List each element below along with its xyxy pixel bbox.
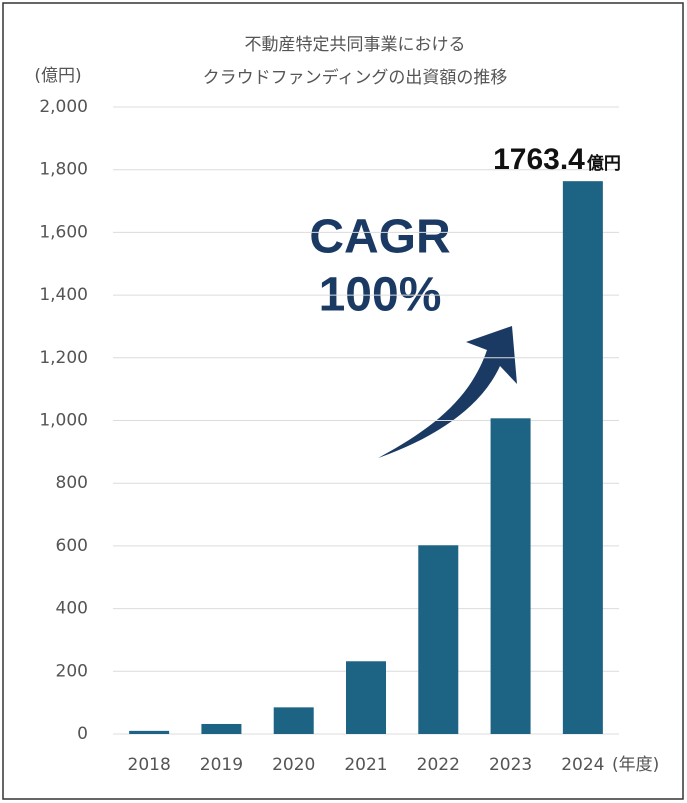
x-tick-label: 2018: [128, 755, 171, 775]
y-tick-label: 1,000: [39, 411, 88, 431]
x-tick-label: 2019: [200, 755, 243, 775]
y-tick-label: 1,600: [39, 222, 88, 242]
y-tick-label: 400: [56, 599, 88, 619]
y-tick-label: 1,400: [39, 285, 88, 305]
bar: [201, 723, 242, 734]
y-tick-label: 600: [56, 536, 88, 556]
x-tick-label: 2021: [344, 755, 387, 775]
bar: [129, 730, 170, 734]
chart-title: 不動産特定共同事業における: [245, 35, 466, 55]
y-tick-label: 800: [56, 473, 88, 493]
y-unit: (億円): [34, 66, 81, 86]
value-label: 1763.4: [493, 143, 585, 176]
bar: [346, 661, 386, 734]
x-tick-label: 2024: [561, 755, 604, 775]
arrow: [378, 326, 517, 458]
value-label-unit: 億円: [587, 153, 621, 174]
bar: [490, 418, 531, 734]
annotation: CAGR: [309, 211, 450, 264]
x-tick-label: 2023: [489, 755, 532, 775]
bar: [562, 181, 603, 735]
y-tick-label: 2,000: [39, 97, 88, 117]
x-tick-label: 2022: [417, 755, 460, 775]
x-tick-label: 2020: [272, 755, 315, 775]
bar: [273, 707, 314, 734]
chart-title: クラウドファンディングの出資額の推移: [203, 67, 508, 88]
y-tick-label: 0: [77, 724, 88, 744]
bar: [418, 545, 459, 734]
y-tick-label: 1,200: [39, 348, 88, 368]
y-tick-label: 200: [56, 661, 88, 681]
y-tick-label: 1,800: [39, 160, 88, 180]
x-unit: (年度): [612, 755, 659, 775]
